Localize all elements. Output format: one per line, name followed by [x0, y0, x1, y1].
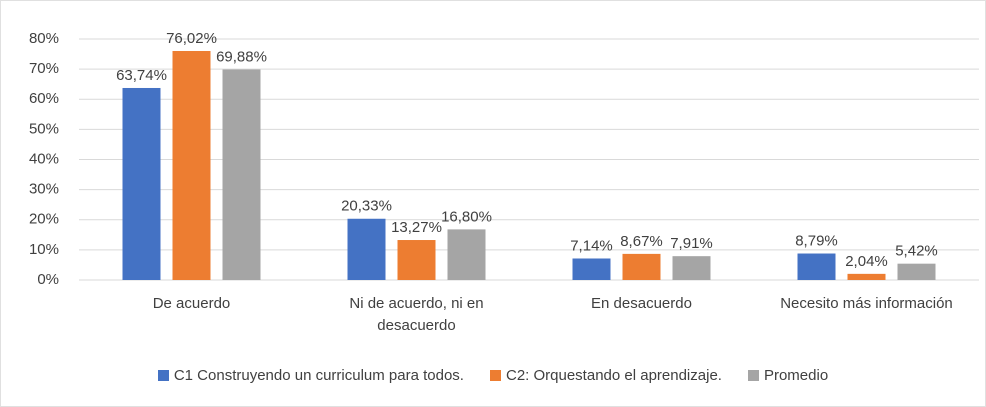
legend-swatch [489, 370, 501, 381]
x-tick-label: Ni de acuerdo, ni en desacuerdo [349, 295, 484, 334]
legend-swatch [157, 370, 169, 381]
data-label: 76,02% [166, 30, 217, 47]
data-label: 2,04% [845, 253, 888, 270]
data-label: 5,42% [895, 243, 938, 260]
x-tick-label: Necesito más información [780, 295, 953, 312]
legend-label: C2: Orquestando el aprendizaje. [505, 367, 722, 384]
data-label: 7,91% [670, 235, 713, 252]
x-tick-label: De acuerdo [152, 295, 231, 312]
bar [897, 263, 936, 280]
data-label: 20,33% [341, 198, 392, 215]
y-tick-label: 80% [29, 30, 59, 47]
y-tick-label: 30% [29, 181, 59, 198]
bar [622, 253, 661, 280]
data-label: 69,88% [216, 48, 267, 65]
legend-label: Promedio [763, 367, 829, 384]
bar [347, 218, 386, 280]
bar [122, 87, 161, 281]
y-tick-label: 0% [37, 271, 59, 288]
legend-item: Promedio [747, 367, 829, 384]
y-tick-label: 20% [29, 211, 59, 228]
legend-swatch [747, 370, 759, 381]
y-tick-label: 60% [29, 90, 59, 107]
bar [172, 50, 211, 281]
bar [847, 273, 886, 280]
data-label: 8,79% [795, 232, 838, 249]
data-label: 7,14% [570, 237, 613, 254]
bar [397, 240, 436, 280]
y-tick-label: 70% [29, 60, 59, 77]
legend-label: C1 Construyendo un curriculum para todos… [173, 367, 464, 384]
bar [797, 253, 836, 280]
y-tick-label: 10% [29, 241, 59, 258]
bar [572, 258, 611, 280]
bar [447, 229, 486, 280]
bar [672, 256, 711, 280]
data-label: 63,74% [116, 67, 167, 84]
bar [222, 69, 261, 280]
y-tick-label: 40% [29, 150, 59, 167]
legend-item: C2: Orquestando el aprendizaje. [489, 367, 722, 384]
legend: C1 Construyendo un curriculum para todos… [1, 367, 985, 384]
data-label: 8,67% [620, 233, 663, 250]
data-label: 16,80% [441, 208, 492, 225]
legend-item: C1 Construyendo un curriculum para todos… [157, 367, 464, 384]
x-tick-label: En desacuerdo [591, 295, 692, 312]
data-label: 13,27% [391, 219, 442, 236]
y-tick-label: 50% [29, 120, 59, 137]
